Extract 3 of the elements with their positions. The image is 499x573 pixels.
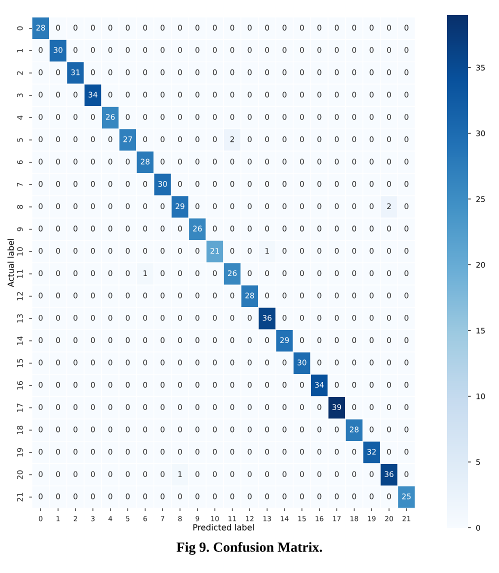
caption: Fig 9. Confusion Matrix. [176, 542, 322, 555]
y-axis-title: Actual label [7, 239, 14, 288]
x-axis-title: Predicted label [193, 524, 254, 530]
